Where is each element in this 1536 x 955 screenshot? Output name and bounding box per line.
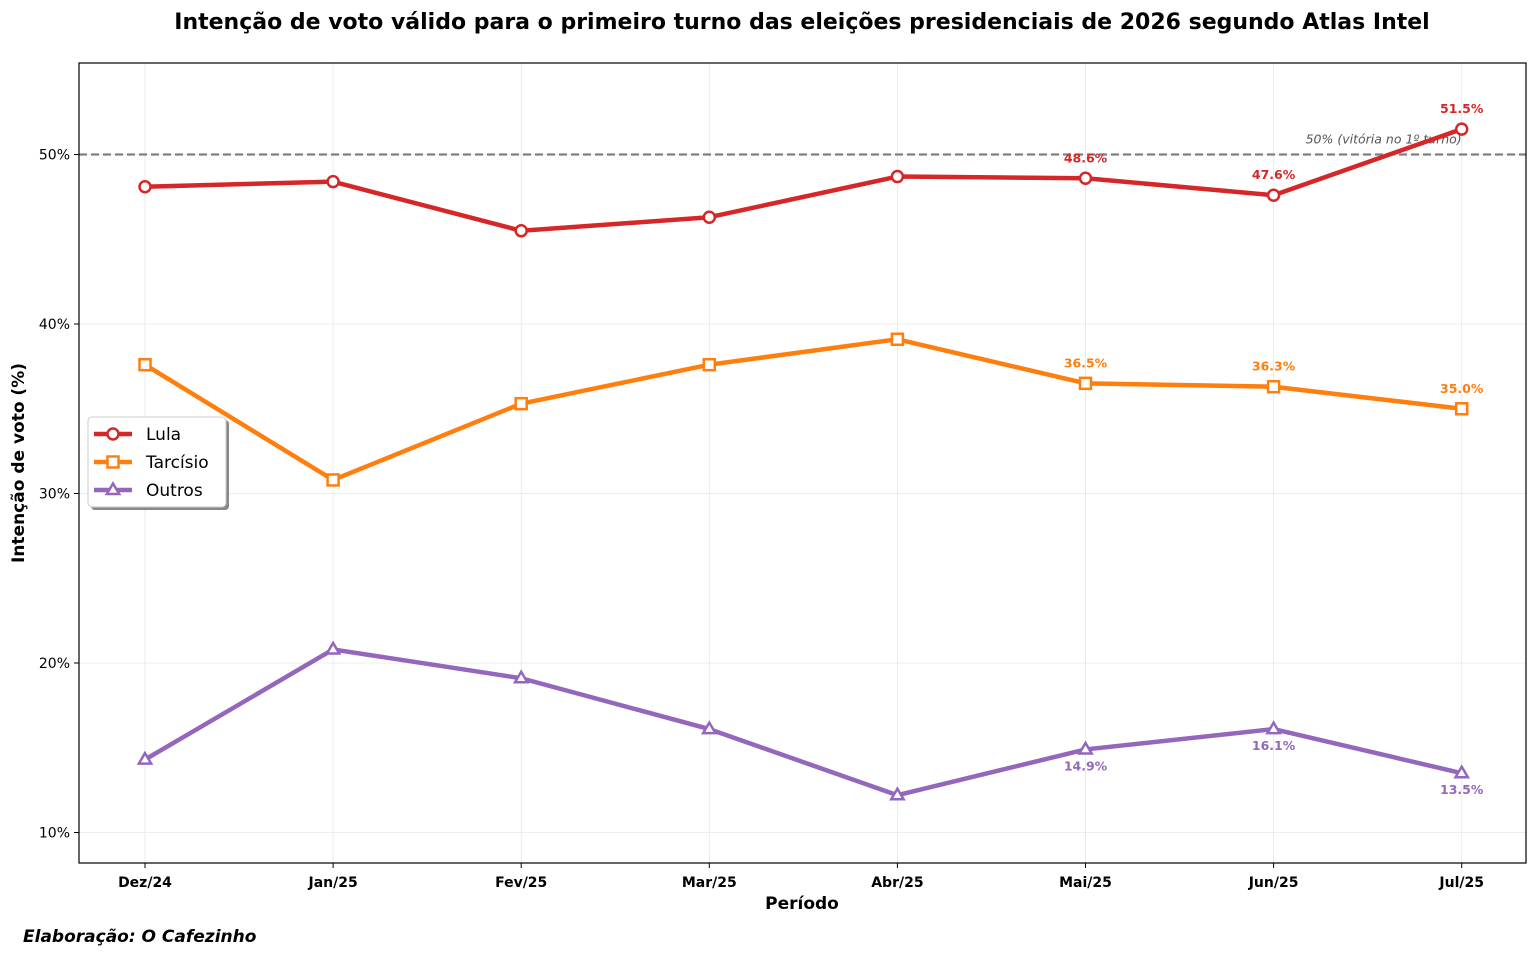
data-point-tarcísio (138, 357, 152, 372)
legend: Lula Tarcísio Outros (87, 416, 229, 510)
plot-frame (78, 62, 1527, 864)
legend-swatch-marker (106, 455, 120, 469)
data-point-tarcísio (702, 357, 717, 372)
data-label-lula: 48.6% (1064, 150, 1108, 165)
data-point-outros (1077, 740, 1094, 755)
data-point-outros (512, 669, 530, 684)
y-tick-label: 50% (39, 148, 70, 164)
data-point-outros (324, 640, 342, 655)
data-label-tarcísio: 36.5% (1064, 355, 1108, 370)
y-axis-label: Intenção de voto (%) (9, 363, 29, 563)
data-label-outros: 13.5% (1440, 782, 1484, 797)
data-point-outros (889, 786, 906, 801)
series-group (136, 122, 1471, 801)
data-label-tarcísio: 35.0% (1440, 381, 1484, 396)
series-line-lula (142, 126, 1464, 234)
data-label-lula: 51.5% (1440, 101, 1484, 116)
x-tick-label: Jun/25 (1248, 875, 1299, 891)
data-point-outros (136, 750, 154, 765)
legend-label-lula: Lula (146, 425, 181, 445)
x-axis: Dez/24 Jan/25 Fev/25 Mar/25 Abr/25 Mai/25 Jun/… (118, 863, 1484, 891)
y-tick-label: 20% (39, 656, 70, 672)
data-point-outros (1265, 720, 1282, 735)
data-point-outros (1453, 764, 1471, 779)
data-point-lula (1078, 171, 1093, 186)
data-label-outros: 16.1% (1252, 738, 1296, 753)
data-labels-group: 48.6% 47.6% 51.5% 36.5% 36.3% 35.0% 14.9% 16.1%… (1064, 101, 1484, 797)
x-tick-label: Jan/25 (307, 875, 357, 891)
series-line-outros (142, 647, 1464, 798)
chart-title: Intenção de voto válido para o primeiro … (174, 10, 1429, 35)
data-label-tarcísio: 36.3% (1252, 359, 1296, 374)
data-point-tarcísio (1266, 379, 1281, 394)
data-point-lula (514, 224, 528, 238)
data-point-lula (326, 174, 340, 189)
x-tick-label: Jul/25 (1438, 875, 1484, 891)
data-point-tarcísio (890, 332, 905, 347)
data-point-lula (1454, 122, 1469, 136)
x-tick-label: Mai/25 (1059, 875, 1112, 891)
credit-footnote: Elaboração: O Cafezinho (23, 927, 257, 947)
data-point-lula (138, 179, 152, 194)
x-axis-label: Período (765, 894, 839, 914)
x-tick-label: Abr/25 (871, 875, 923, 891)
x-tick-label: Mar/25 (682, 875, 737, 891)
data-point-outros (700, 720, 718, 735)
legend-label-tarcísio: Tarcísio (145, 453, 209, 473)
data-point-tarcísio (1078, 376, 1093, 391)
data-point-tarcísio (514, 396, 528, 411)
y-tick-label: 10% (39, 825, 70, 841)
reference-line-group: 50% (vitória no 1º turno) (79, 132, 1526, 156)
y-tick-label: 30% (39, 487, 70, 503)
data-point-tarcísio (1454, 402, 1469, 416)
x-tick-label: Fev/25 (495, 875, 547, 891)
legend-label-outros: Outros (146, 481, 203, 501)
data-point-lula (890, 169, 905, 184)
data-point-lula (1266, 188, 1281, 202)
x-tick-label: Dez/24 (118, 875, 172, 891)
legend-swatch-marker (106, 427, 120, 441)
data-point-lula (702, 210, 717, 224)
y-axis: 10% 20% 30% 40% 50% (39, 148, 79, 841)
y-tick-label: 40% (39, 317, 70, 333)
data-label-lula: 47.6% (1252, 167, 1296, 182)
data-label-outros: 14.9% (1064, 758, 1108, 773)
series-line-tarcísio (142, 337, 1464, 483)
data-point-tarcísio (326, 473, 340, 487)
legend-box (87, 416, 227, 508)
legend-swatch-marker (104, 481, 122, 496)
